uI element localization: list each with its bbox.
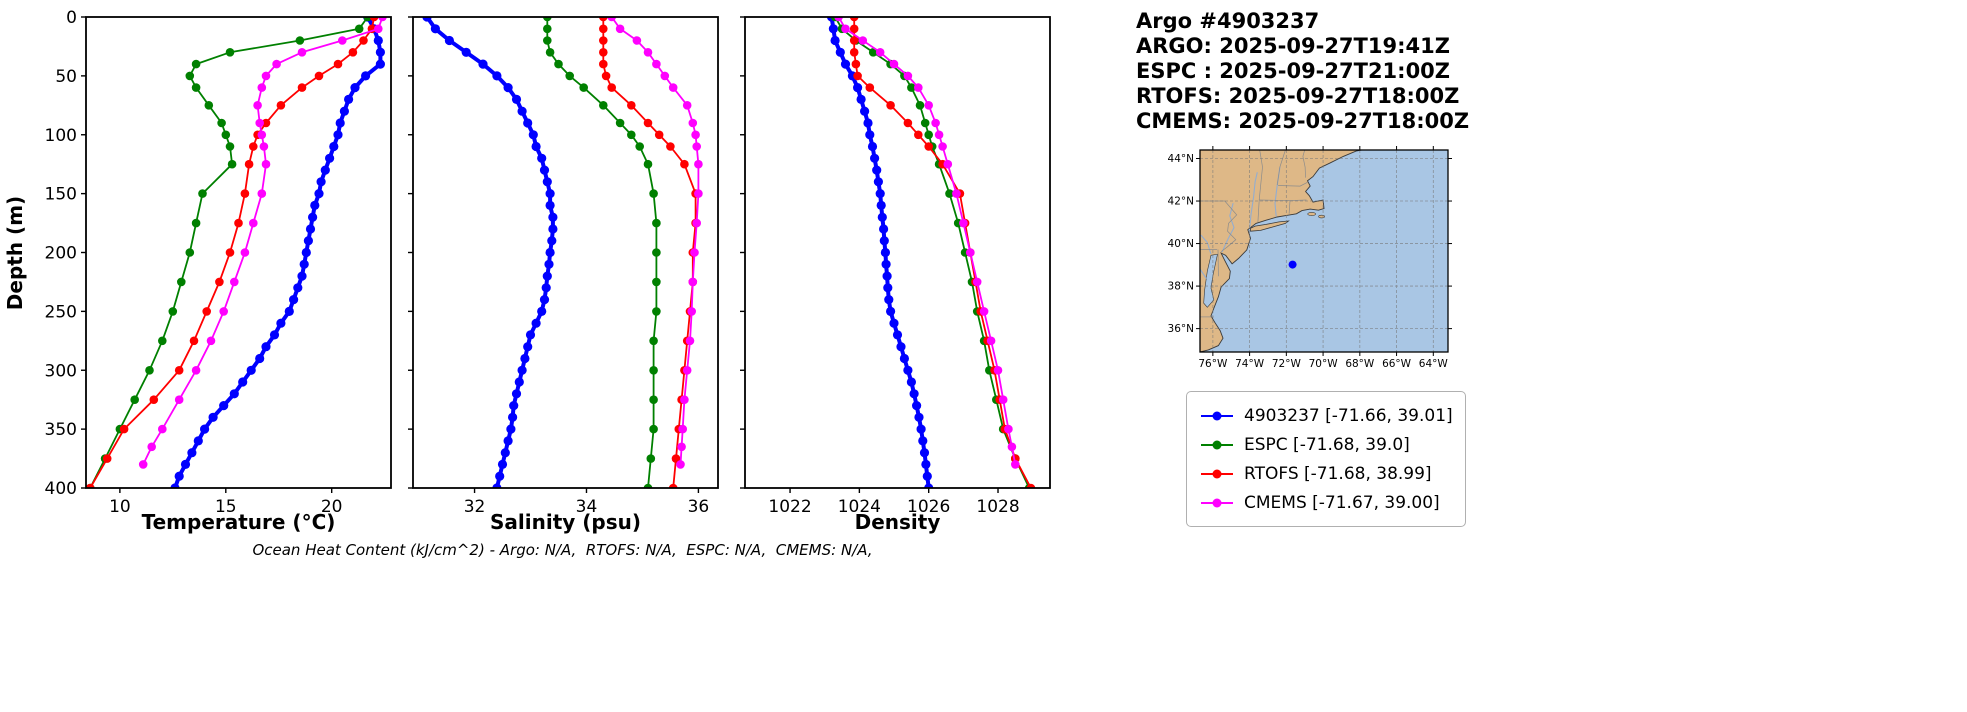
map-marthas-vineyard xyxy=(1307,212,1316,216)
svg-text:15: 15 xyxy=(215,497,237,517)
info-header: Argo #4903237 ARGO: 2025-09-27T19:41Z ES… xyxy=(1136,9,1469,134)
argo-timestamp: ARGO: 2025-09-27T19:41Z xyxy=(1136,34,1450,58)
legend-label-rtofs: RTOFS [-71.68, 38.99] xyxy=(1244,463,1432,484)
density-axis-label: Density xyxy=(854,510,941,534)
series-espc-line xyxy=(546,17,658,488)
map-ticks xyxy=(1196,146,1452,356)
svg-text:100: 100 xyxy=(45,126,77,146)
temperature-axis-label: Temperature (°C) xyxy=(141,510,336,534)
svg-text:76°W: 76°W xyxy=(1198,358,1228,370)
svg-text:1028: 1028 xyxy=(976,497,1019,517)
svg-text:1026: 1026 xyxy=(907,497,950,517)
map-gridlines xyxy=(1200,150,1448,352)
svg-text:36°N: 36°N xyxy=(1168,323,1194,335)
series-4903237-markers xyxy=(170,17,385,488)
legend-line-marker-rtofs xyxy=(1201,469,1233,478)
map-frame xyxy=(1199,149,1449,353)
cmems-timestamp: CMEMS: 2025-09-27T18:00Z xyxy=(1136,109,1470,133)
panel-density-ticks xyxy=(740,16,999,493)
svg-text:50: 50 xyxy=(55,67,77,87)
series-4903237-markers xyxy=(422,17,558,488)
series-rtofs-line xyxy=(853,17,1032,488)
legend-label-espc: ESPC [-71.68, 39.0] xyxy=(1244,434,1410,455)
series-cmems-markers xyxy=(834,17,1020,469)
svg-text:0: 0 xyxy=(66,8,77,28)
svg-text:34: 34 xyxy=(576,497,598,517)
panel-salinity-plot-area xyxy=(422,17,703,488)
series-4903237-markers xyxy=(827,17,934,488)
legend-line-marker-cmems xyxy=(1201,498,1233,507)
map-land xyxy=(1200,150,1365,352)
rtofs-timestamp: RTOFS: 2025-09-27T18:00Z xyxy=(1136,84,1460,108)
map-float-marker xyxy=(1288,260,1297,269)
map-nantucket xyxy=(1318,214,1325,219)
svg-text:200: 200 xyxy=(45,244,77,264)
panel-density-plot-area xyxy=(827,17,1036,488)
svg-text:32: 32 xyxy=(464,497,486,517)
map-state-borders xyxy=(1200,150,1308,318)
location-map: 44°N 42°N 40°N 38°N 36°N 76°W 74°W 72°W 70°W 68°W… xyxy=(1168,146,1452,370)
panel-density-tick-labels: 1022 1024 1026 1028 xyxy=(768,497,1019,517)
legend-item-argo: 4903237 [-71.66, 39.01] xyxy=(1199,401,1453,430)
series-espc-line xyxy=(834,17,1031,488)
espc-timestamp: ESPC : 2025-09-27T21:00Z xyxy=(1136,59,1451,83)
series-espc-markers xyxy=(543,17,661,488)
svg-text:36: 36 xyxy=(688,497,710,517)
panel-salinity: 32 34 36 xyxy=(408,16,719,517)
legend-label-cmems: CMEMS [-71.67, 39.00] xyxy=(1244,492,1440,513)
svg-text:68°W: 68°W xyxy=(1345,358,1375,370)
series-rtofs-markers xyxy=(599,17,700,488)
panel-density: 1022 1024 1026 1028 xyxy=(740,16,1051,517)
legend-box: 4903237 [-71.66, 39.01] ESPC [-71.68, 39… xyxy=(1186,391,1466,527)
panel-density-frame xyxy=(744,16,1051,489)
svg-text:74°W: 74°W xyxy=(1235,358,1265,370)
series-cmems-markers xyxy=(138,17,387,469)
svg-text:72°W: 72°W xyxy=(1272,358,1302,370)
panel-salinity-tick-labels: 32 34 36 xyxy=(464,497,709,517)
salinity-axis-label: Salinity (psu) xyxy=(489,510,641,534)
ocean-heat-content-note: Ocean Heat Content (kJ/cm^2) - Argo: N/A… xyxy=(252,541,873,559)
panel-salinity-ticks xyxy=(408,16,700,493)
map-area xyxy=(1200,150,1448,352)
svg-text:20: 20 xyxy=(321,497,343,517)
series-rtofs-markers xyxy=(86,17,379,488)
svg-text:44°N: 44°N xyxy=(1168,153,1194,165)
svg-text:64°W: 64°W xyxy=(1419,358,1449,370)
legend-item-rtofs: RTOFS [-71.68, 38.99] xyxy=(1199,459,1453,488)
legend-label-argo: 4903237 [-71.66, 39.01] xyxy=(1244,405,1453,426)
series-rtofs-line xyxy=(602,17,697,488)
svg-text:400: 400 xyxy=(45,479,77,499)
series-cmems-markers xyxy=(607,17,703,469)
legend-item-cmems: CMEMS [-71.67, 39.00] xyxy=(1199,488,1453,517)
depth-axis-label: Depth (m) xyxy=(3,195,27,311)
figure-title: Argo #4903237 xyxy=(1136,9,1320,33)
svg-text:250: 250 xyxy=(45,302,77,322)
map-tick-labels: 44°N 42°N 40°N 38°N 36°N 76°W 74°W 72°W 70°W 68°W… xyxy=(1168,153,1449,370)
series-4903237-line xyxy=(425,17,555,488)
svg-text:66°W: 66°W xyxy=(1382,358,1412,370)
svg-text:40°N: 40°N xyxy=(1168,238,1194,250)
svg-text:1024: 1024 xyxy=(838,497,881,517)
panel-temperature-plot-area xyxy=(86,17,387,488)
svg-text:70°W: 70°W xyxy=(1309,358,1339,370)
panel-temperature-ticks xyxy=(81,16,333,493)
map-long-island xyxy=(1250,220,1290,232)
svg-text:300: 300 xyxy=(45,361,77,381)
legend-line-marker-argo xyxy=(1201,411,1233,420)
series-4903237-line xyxy=(173,17,383,488)
legend-item-espc: ESPC [-71.68, 39.0] xyxy=(1199,430,1453,459)
panel-temperature-frame xyxy=(85,16,392,489)
svg-text:42°N: 42°N xyxy=(1168,196,1194,208)
svg-text:1022: 1022 xyxy=(768,497,811,517)
svg-text:38°N: 38°N xyxy=(1168,281,1194,293)
svg-text:150: 150 xyxy=(45,185,77,205)
svg-text:350: 350 xyxy=(45,420,77,440)
svg-text:10: 10 xyxy=(109,497,131,517)
legend-line-marker-espc xyxy=(1201,440,1233,449)
map-chesapeake-bay xyxy=(1203,253,1218,308)
